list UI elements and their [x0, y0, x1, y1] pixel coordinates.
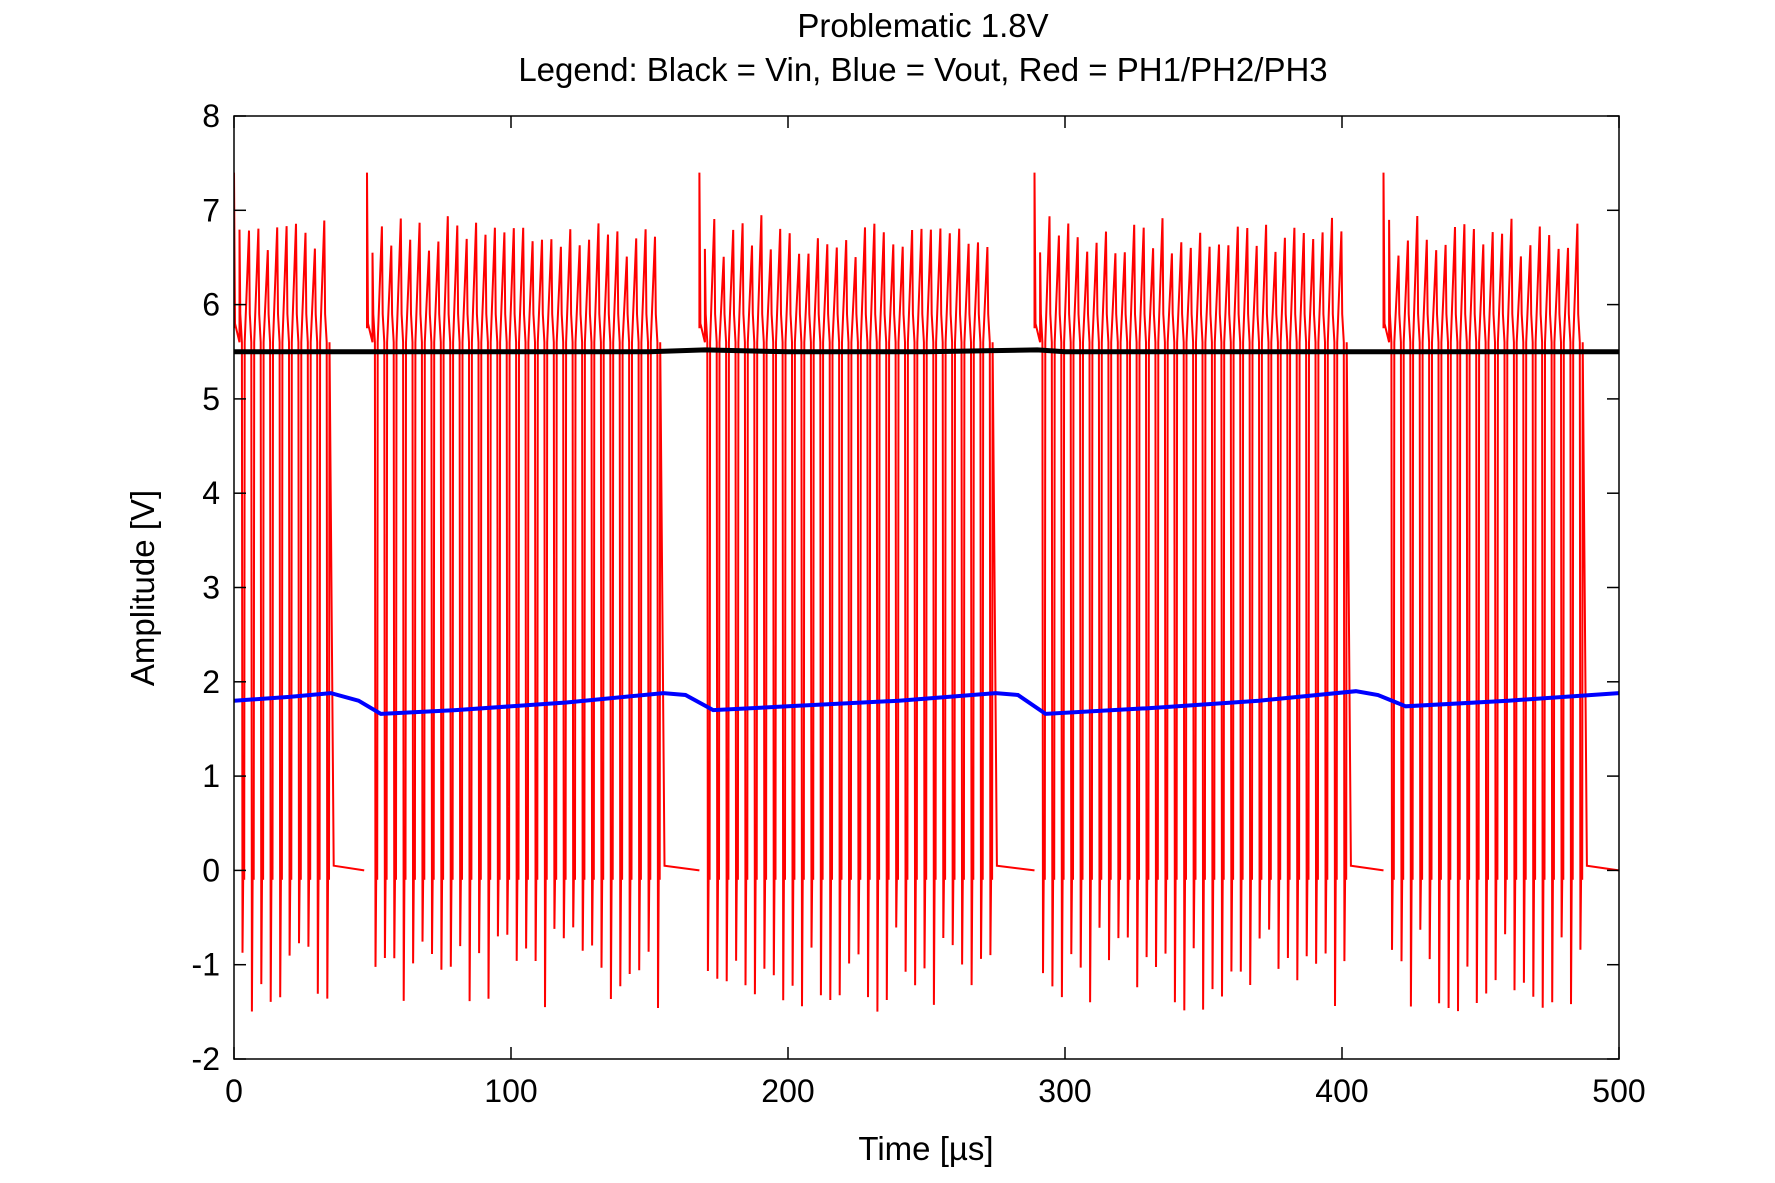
x-tick-label: 300 [1038, 1073, 1091, 1109]
x-tick-label: 200 [761, 1073, 814, 1109]
chart-title: Problematic 1.8V [797, 7, 1048, 44]
x-axis-label: Time [µs] [858, 1130, 993, 1167]
y-tick-label: -1 [192, 947, 220, 983]
y-tick-label: 1 [202, 758, 220, 794]
y-tick-label: 8 [202, 98, 220, 134]
series-ph-line [234, 172, 1619, 1012]
series-vout-line [234, 689, 1619, 716]
y-axis-label: Amplitude [V] [124, 490, 161, 686]
y-tick-label: -2 [192, 1041, 220, 1077]
tick-layer: 0 100 200 300 400 500 -2 -1 0 1 2 3 4 5 6 7 8 [192, 98, 1646, 1109]
y-tick-label: 2 [202, 664, 220, 700]
y-tick-label: 0 [202, 852, 220, 888]
y-tick-label: 7 [202, 192, 220, 228]
series-layer [234, 172, 1619, 1012]
series-vin-line [234, 347, 1619, 355]
x-tick-label: 400 [1315, 1073, 1368, 1109]
x-tick-label: 100 [484, 1073, 537, 1109]
y-tick-label: 5 [202, 381, 220, 417]
chart-subtitle: Legend: Black = Vin, Blue = Vout, Red = … [518, 51, 1327, 88]
plot-frame [233, 115, 1620, 1060]
y-tick-label: 3 [202, 570, 220, 606]
x-tick-label: 500 [1592, 1073, 1645, 1109]
x-tick-label: 0 [225, 1073, 243, 1109]
y-tick-label: 6 [202, 287, 220, 323]
y-tick-label: 4 [202, 475, 220, 511]
